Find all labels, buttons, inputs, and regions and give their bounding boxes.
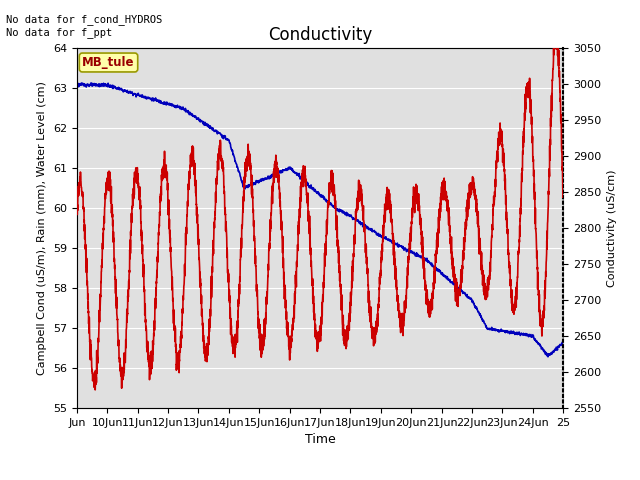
Title: Conductivity: Conductivity	[268, 25, 372, 44]
Text: MB_tule: MB_tule	[83, 56, 135, 69]
Legend: Water Level, Campbell cond (uS/cm): Water Level, Campbell cond (uS/cm)	[160, 476, 480, 480]
Text: No data for f_cond_HYDROS
No data for f_ppt: No data for f_cond_HYDROS No data for f_…	[6, 14, 163, 38]
Y-axis label: Campbell Cond (uS/m), Rain (mm), Water Level (cm): Campbell Cond (uS/m), Rain (mm), Water L…	[37, 81, 47, 375]
X-axis label: Time: Time	[305, 433, 335, 446]
Y-axis label: Conductivity (uS/cm): Conductivity (uS/cm)	[607, 169, 617, 287]
